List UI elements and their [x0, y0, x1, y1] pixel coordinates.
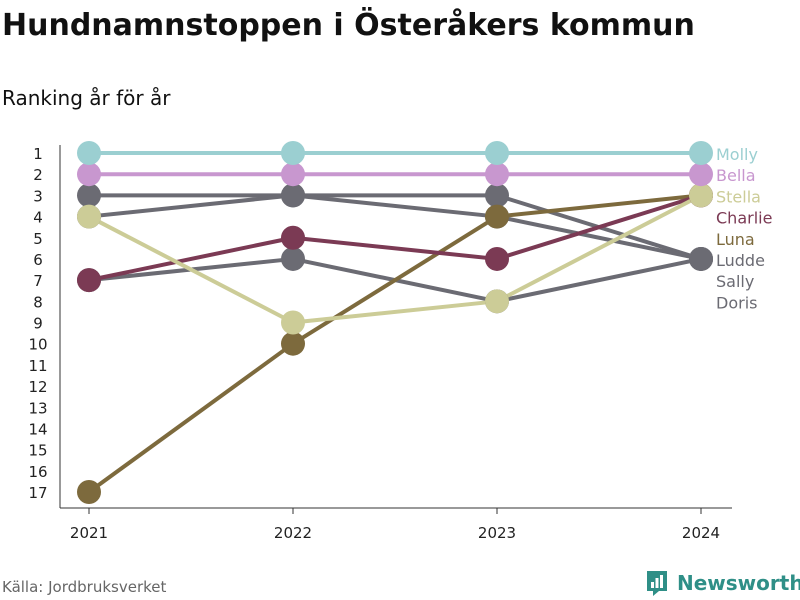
data-point-molly — [485, 141, 509, 165]
y-tick-label: 3 — [33, 187, 43, 205]
data-point-luna — [485, 204, 509, 229]
series-line-doris — [87, 193, 703, 261]
y-tick-label: 16 — [28, 463, 47, 481]
y-tick-label: 5 — [33, 230, 43, 248]
data-point-luna — [281, 331, 305, 356]
data-point-charlie — [77, 268, 101, 293]
legend-label-bella: Bella — [716, 166, 756, 185]
data-point-bella — [689, 162, 713, 187]
data-point-luna — [77, 480, 101, 504]
chart-title: Hundnamnstoppen i Österåkers kommun — [2, 8, 695, 43]
data-point-bella — [485, 162, 509, 187]
y-tick-label: 1 — [33, 145, 43, 163]
data-point-doris — [689, 246, 713, 271]
data-point-molly — [689, 141, 713, 165]
y-tick-label: 12 — [28, 378, 47, 396]
y-tick-label: 17 — [28, 484, 47, 502]
data-point-ludde — [485, 183, 509, 208]
x-tick-label: 2021 — [70, 524, 108, 542]
brand-name: Newsworthy — [677, 571, 800, 595]
brand: Newsworthy — [645, 568, 800, 598]
y-tick-label: 4 — [33, 209, 43, 227]
legend-label-charlie: Charlie — [716, 209, 772, 228]
chart-subtitle: Ranking år för år — [2, 86, 171, 110]
series-line-luna — [87, 193, 703, 494]
y-tick-label: 14 — [28, 420, 47, 438]
data-point-molly — [281, 141, 305, 165]
y-tick-label: 13 — [28, 399, 47, 417]
x-tick-label: 2022 — [274, 524, 312, 542]
y-tick-label: 6 — [33, 251, 43, 269]
legend-label-luna: Luna — [716, 230, 755, 249]
legend-label-sally: Sally — [716, 272, 754, 291]
legend-label-stella: Stella — [716, 187, 761, 206]
y-tick-label: 8 — [33, 293, 43, 311]
series-line-stella — [87, 193, 703, 325]
series-line-charlie — [87, 193, 703, 283]
data-point-molly — [77, 141, 101, 165]
data-point-bella — [77, 162, 101, 187]
newsworthy-logo-icon — [647, 571, 667, 596]
y-tick-label: 15 — [28, 442, 47, 460]
y-tick-label: 2 — [33, 166, 43, 184]
legend-label-doris: Doris — [716, 293, 757, 312]
data-point-doris — [281, 183, 305, 208]
y-tick-label: 7 — [33, 272, 43, 290]
data-point-ludde — [77, 183, 101, 208]
legend-label-ludde: Ludde — [716, 251, 765, 270]
y-tick-label: 10 — [28, 336, 47, 354]
data-point-charlie — [485, 246, 509, 271]
x-tick-label: 2024 — [682, 524, 720, 542]
x-tick-label: 2023 — [478, 524, 516, 542]
source-note: Källa: Jordbruksverket — [2, 578, 167, 596]
data-point-stella — [485, 289, 509, 314]
legend-label-molly: Molly — [716, 145, 758, 164]
y-tick-label: 9 — [33, 315, 43, 333]
data-point-stella — [689, 183, 713, 208]
y-tick-label: 11 — [28, 357, 47, 375]
data-point-charlie — [281, 225, 305, 250]
data-point-stella — [281, 310, 305, 335]
data-point-bella — [281, 162, 305, 187]
data-point-sally — [281, 246, 305, 271]
data-point-stella — [77, 204, 101, 229]
